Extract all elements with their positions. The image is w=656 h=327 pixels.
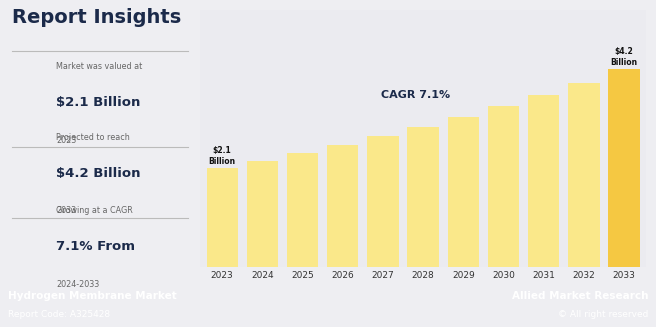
Bar [608, 69, 640, 267]
Text: Report Code: A325428: Report Code: A325428 [8, 310, 110, 319]
Text: $2.1
Billion: $2.1 Billion [208, 146, 235, 166]
Bar [528, 95, 560, 267]
Text: Hydrogen Membrane Market: Hydrogen Membrane Market [8, 291, 176, 301]
Bar [207, 168, 238, 267]
Text: $4.2 Billion: $4.2 Billion [56, 167, 140, 180]
Bar [568, 83, 600, 267]
Bar [447, 117, 479, 267]
Bar [247, 161, 278, 267]
Text: 2024-2033: 2024-2033 [56, 280, 99, 289]
Bar [327, 145, 358, 267]
Text: 2023: 2023 [56, 136, 76, 145]
Text: Market was valued at: Market was valued at [56, 62, 142, 71]
Text: Report Insights: Report Insights [12, 9, 181, 27]
Text: © All right reserved: © All right reserved [558, 310, 648, 319]
Text: Growing at a CAGR: Growing at a CAGR [56, 206, 133, 215]
Text: 7.1% From: 7.1% From [56, 240, 135, 253]
Bar [407, 127, 439, 267]
Text: Projected to reach: Projected to reach [56, 133, 130, 142]
Text: CAGR 7.1%: CAGR 7.1% [380, 90, 449, 100]
Bar [287, 153, 318, 267]
Bar [488, 106, 519, 267]
Text: 2033: 2033 [56, 206, 76, 215]
Text: $2.1 Billion: $2.1 Billion [56, 96, 140, 109]
Bar [367, 136, 399, 267]
Text: $4.2
Billion: $4.2 Billion [611, 47, 638, 67]
Text: Allied Market Research: Allied Market Research [512, 291, 648, 301]
